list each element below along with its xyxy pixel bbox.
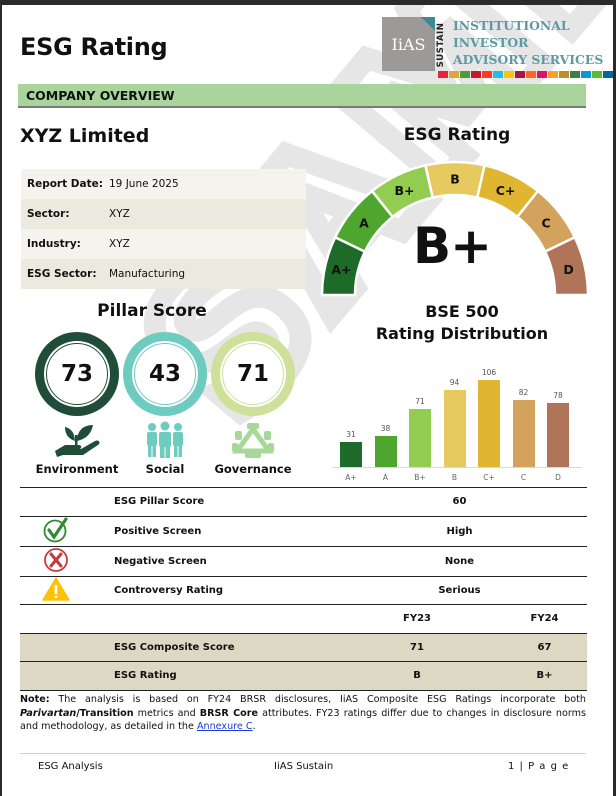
company-info-table: Report Date: 19 June 2025 Sector: XYZ In… <box>21 169 306 289</box>
score-ring: 71 <box>211 332 295 416</box>
bar-value-label: 71 <box>415 396 425 406</box>
bar-C+ <box>478 380 500 467</box>
check-circle-icon <box>43 516 68 542</box>
bar-value-label: 106 <box>481 368 497 378</box>
score-ring: 73 <box>35 332 119 416</box>
table-row-controversy-rating: Controversy Rating Serious <box>20 576 587 605</box>
svg-text:C: C <box>541 215 550 230</box>
section-header-company-overview: COMPANY OVERVIEW <box>18 84 586 108</box>
bar-category-label: B <box>451 473 458 482</box>
bar-B <box>443 390 466 467</box>
bar-category-label: C <box>520 473 527 482</box>
esg-rating-heading: ESG Rating <box>403 125 511 145</box>
pillar-score-heading: Pillar Score <box>97 301 207 321</box>
logo-wordmark: INSTITUTIONAL INVESTOR ADVISORY SERVICES <box>453 18 604 67</box>
table-row-esg-pillar-score: ESG Pillar Score 60 <box>20 487 587 517</box>
table-row-esg-rating: ESG Rating B B+ <box>20 661 587 691</box>
info-row-report-date: Report Date: 19 June 2025 <box>21 169 306 199</box>
pillar-social: 43 Social <box>120 332 210 476</box>
footer-page-number: 1 | P a g e <box>508 761 570 772</box>
footer-center: IiAS Sustain <box>274 761 334 772</box>
bar-category-label: C+ <box>483 473 495 482</box>
bar-value-label: 31 <box>346 429 356 439</box>
bar-category-label: B+ <box>414 473 426 482</box>
pillar-environment: 73 Environment <box>32 332 122 476</box>
svg-text:B+: B+ <box>394 183 414 198</box>
rating-distribution-bar-chart: 31 A+ 38 A 71 B+ 94 B 106 C+ 82 C 78 D <box>332 357 582 487</box>
logo-sustain-text: SUSTAIN <box>436 22 446 68</box>
info-row-esg-sector: ESG Sector: Manufacturing <box>21 259 306 289</box>
methodology-note: Note: The analysis is based on FY24 BRSR… <box>20 694 586 732</box>
bar-category-label: D <box>555 473 561 482</box>
table-row-esg-composite-score: ESG Composite Score 71 67 <box>20 633 587 662</box>
table-row-negative-screen: Negative Screen None <box>20 546 587 577</box>
svg-text:C+: C+ <box>496 183 516 198</box>
esg-rating-gauge: A+ A B+ B C+ C D <box>320 160 590 297</box>
x-axis <box>332 467 582 468</box>
svg-text:B: B <box>450 172 460 187</box>
page-title: ESG Rating <box>20 33 168 61</box>
bar-C <box>512 399 535 467</box>
info-row-industry: Industry: XYZ <box>21 229 306 259</box>
x-circle-icon <box>44 547 68 572</box>
footer-left: ESG Analysis <box>38 761 103 772</box>
plant-in-hand-icon <box>32 420 122 460</box>
bar-A <box>374 435 397 467</box>
logo-sdg-color-strip <box>438 71 613 78</box>
bar-value-label: 78 <box>553 391 563 401</box>
svg-text:D: D <box>563 262 573 277</box>
pillar-governance: 71 Governance <box>208 332 298 476</box>
table-header-row: FY23 FY24 <box>20 604 587 634</box>
bar-A+ <box>340 441 362 467</box>
gauge-segment-D <box>543 235 590 297</box>
esg-metrics-table: ESG Pillar Score 60 Positive Screen High… <box>20 487 587 691</box>
boardroom-table-icon <box>208 420 298 460</box>
bar-value-label: 82 <box>518 387 529 397</box>
bar-value-label: 38 <box>380 423 391 433</box>
company-name: XYZ Limited <box>20 125 150 147</box>
info-row-sector: Sector: XYZ <box>21 199 306 229</box>
warning-triangle-icon <box>42 577 70 601</box>
svg-text:A+: A+ <box>331 262 351 277</box>
pillar-scores: 73 Environment 43 <box>32 332 302 482</box>
bar-B+ <box>409 408 431 467</box>
table-row-positive-screen: Positive Screen High <box>20 516 587 547</box>
score-ring: 43 <box>123 332 207 416</box>
report-page: SAMPLE ESG Rating IiAS SUSTAIN INSTITUTI… <box>2 5 613 796</box>
chart-title: BSE 500 Rating Distribution <box>375 302 549 343</box>
iias-logo: IiAS SUSTAIN INSTITUTIONAL INVESTOR ADVI… <box>382 17 613 79</box>
people-group-icon <box>120 420 210 460</box>
bar-category-label: A <box>382 473 389 482</box>
svg-text:A: A <box>359 215 369 230</box>
bar-value-label: 94 <box>449 378 460 388</box>
logo-mark: IiAS <box>382 17 435 71</box>
bar-category-label: A+ <box>345 473 357 482</box>
current-esg-rating: B+ <box>412 217 492 275</box>
annexure-c-link[interactable]: Annexure C <box>196 721 253 732</box>
bar-D <box>547 403 569 467</box>
footer-divider <box>20 753 586 754</box>
